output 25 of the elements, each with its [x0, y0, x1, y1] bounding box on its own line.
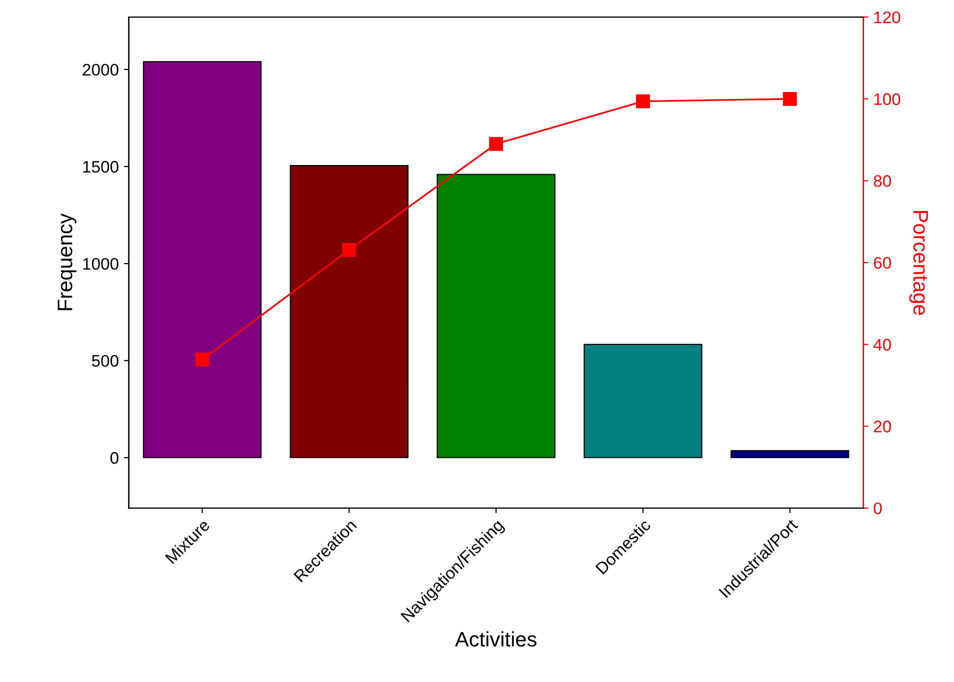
y2-tick-label: 40 — [873, 338, 891, 351]
y-tick-label: 1500 — [83, 160, 118, 173]
point — [636, 94, 650, 108]
bar — [730, 450, 850, 458]
bar — [142, 61, 262, 458]
y-tick-label: 500 — [92, 354, 118, 367]
y2-tick-label: 20 — [874, 420, 891, 432]
x-axis-title: Activities — [455, 631, 536, 647]
point — [195, 352, 210, 366]
y2-tick-label: 100 — [874, 93, 900, 106]
y2-tick-label: 120 — [874, 11, 900, 24]
y-tick-label: 0 — [110, 452, 118, 464]
bar — [584, 344, 702, 458]
point — [342, 242, 356, 257]
y2-tick-label: 80 — [874, 175, 891, 187]
point — [489, 136, 504, 151]
y-tick-label: 1000 — [83, 258, 118, 270]
bar — [290, 164, 408, 458]
y-tick-label: 2000 — [82, 64, 118, 76]
point — [782, 92, 797, 106]
y2-tick-label: 60 — [874, 256, 891, 269]
y2-axis-title: Porcentage — [909, 211, 928, 315]
bar — [436, 174, 556, 458]
y-axis-title: Frequency — [58, 213, 76, 310]
y2-tick-label: 0 — [874, 502, 882, 514]
